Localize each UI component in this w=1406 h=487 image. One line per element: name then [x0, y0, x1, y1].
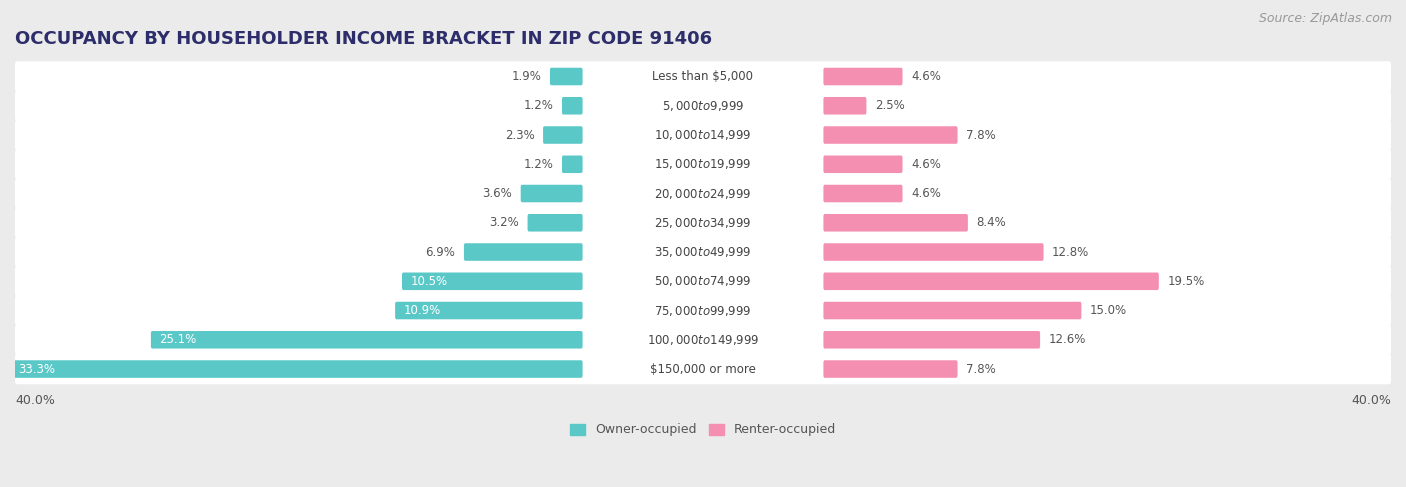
Text: 1.2%: 1.2%: [523, 158, 554, 171]
Text: 6.9%: 6.9%: [426, 245, 456, 259]
Text: 7.8%: 7.8%: [966, 362, 995, 375]
FancyBboxPatch shape: [824, 126, 957, 144]
Text: 15.0%: 15.0%: [1090, 304, 1128, 317]
FancyBboxPatch shape: [15, 324, 1391, 355]
Text: $35,000 to $49,999: $35,000 to $49,999: [654, 245, 752, 259]
FancyBboxPatch shape: [527, 214, 582, 231]
FancyBboxPatch shape: [15, 178, 1391, 209]
Text: 8.4%: 8.4%: [977, 216, 1007, 229]
Text: $50,000 to $74,999: $50,000 to $74,999: [654, 274, 752, 288]
FancyBboxPatch shape: [824, 273, 1159, 290]
Text: 4.6%: 4.6%: [911, 158, 941, 171]
FancyBboxPatch shape: [15, 207, 1391, 238]
Text: 19.5%: 19.5%: [1167, 275, 1205, 288]
Text: Less than $5,000: Less than $5,000: [652, 70, 754, 83]
FancyBboxPatch shape: [395, 302, 582, 319]
FancyBboxPatch shape: [15, 237, 1391, 267]
FancyBboxPatch shape: [520, 185, 582, 202]
FancyBboxPatch shape: [15, 120, 1391, 150]
Text: 3.6%: 3.6%: [482, 187, 512, 200]
FancyBboxPatch shape: [543, 126, 582, 144]
FancyBboxPatch shape: [562, 97, 582, 114]
Text: 40.0%: 40.0%: [1351, 394, 1391, 407]
Text: $100,000 to $149,999: $100,000 to $149,999: [647, 333, 759, 347]
Text: 12.6%: 12.6%: [1049, 333, 1085, 346]
FancyBboxPatch shape: [15, 295, 1391, 326]
FancyBboxPatch shape: [824, 360, 957, 378]
Text: $150,000 or more: $150,000 or more: [650, 362, 756, 375]
Legend: Owner-occupied, Renter-occupied: Owner-occupied, Renter-occupied: [565, 418, 841, 442]
Text: Source: ZipAtlas.com: Source: ZipAtlas.com: [1258, 12, 1392, 25]
Text: 2.3%: 2.3%: [505, 129, 534, 142]
Text: 1.2%: 1.2%: [523, 99, 554, 112]
FancyBboxPatch shape: [824, 155, 903, 173]
Text: 25.1%: 25.1%: [159, 333, 197, 346]
FancyBboxPatch shape: [824, 302, 1081, 319]
Text: 3.2%: 3.2%: [489, 216, 519, 229]
Text: OCCUPANCY BY HOUSEHOLDER INCOME BRACKET IN ZIP CODE 91406: OCCUPANCY BY HOUSEHOLDER INCOME BRACKET …: [15, 30, 711, 48]
Text: 1.9%: 1.9%: [512, 70, 541, 83]
FancyBboxPatch shape: [824, 97, 866, 114]
Text: $10,000 to $14,999: $10,000 to $14,999: [654, 128, 752, 142]
Text: 10.9%: 10.9%: [404, 304, 441, 317]
FancyBboxPatch shape: [824, 243, 1043, 261]
FancyBboxPatch shape: [15, 149, 1391, 180]
FancyBboxPatch shape: [15, 61, 1391, 92]
FancyBboxPatch shape: [562, 155, 582, 173]
Text: 10.5%: 10.5%: [411, 275, 447, 288]
FancyBboxPatch shape: [824, 68, 903, 85]
Text: $5,000 to $9,999: $5,000 to $9,999: [662, 99, 744, 113]
Text: 40.0%: 40.0%: [15, 394, 55, 407]
FancyBboxPatch shape: [15, 91, 1391, 121]
Text: $25,000 to $34,999: $25,000 to $34,999: [654, 216, 752, 230]
FancyBboxPatch shape: [402, 273, 582, 290]
Text: 2.5%: 2.5%: [875, 99, 904, 112]
FancyBboxPatch shape: [150, 331, 582, 349]
Text: $15,000 to $19,999: $15,000 to $19,999: [654, 157, 752, 171]
Text: $75,000 to $99,999: $75,000 to $99,999: [654, 303, 752, 318]
FancyBboxPatch shape: [10, 360, 582, 378]
FancyBboxPatch shape: [550, 68, 582, 85]
Text: $20,000 to $24,999: $20,000 to $24,999: [654, 187, 752, 201]
FancyBboxPatch shape: [824, 214, 967, 231]
FancyBboxPatch shape: [464, 243, 582, 261]
FancyBboxPatch shape: [824, 331, 1040, 349]
Text: 12.8%: 12.8%: [1052, 245, 1090, 259]
Text: 33.3%: 33.3%: [18, 362, 55, 375]
Text: 4.6%: 4.6%: [911, 70, 941, 83]
Text: 4.6%: 4.6%: [911, 187, 941, 200]
Text: 7.8%: 7.8%: [966, 129, 995, 142]
FancyBboxPatch shape: [824, 185, 903, 202]
FancyBboxPatch shape: [15, 354, 1391, 384]
FancyBboxPatch shape: [15, 266, 1391, 297]
